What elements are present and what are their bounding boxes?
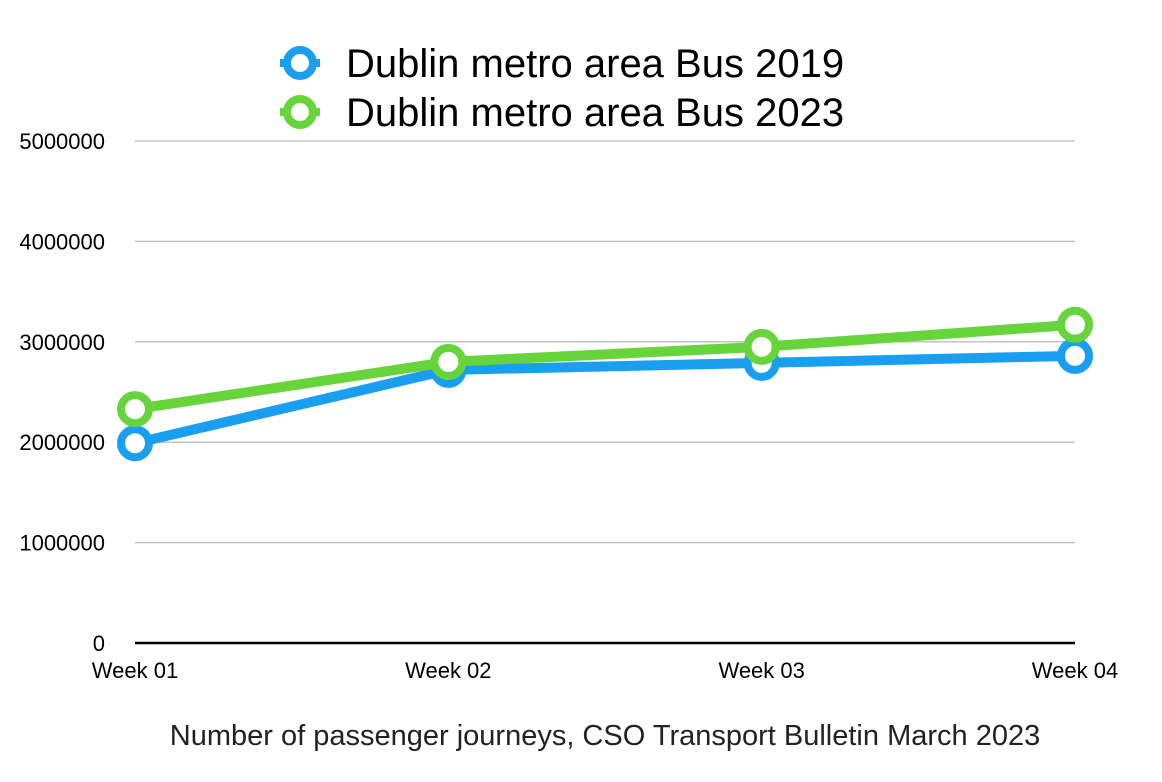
legend-label-2023: Dublin metro area Bus 2023 <box>346 91 844 135</box>
data-point <box>1057 337 1093 374</box>
series-layer <box>117 306 1093 462</box>
series-2023 <box>117 306 1093 428</box>
data-point <box>743 328 780 365</box>
legend-item-2023: Dublin metro area Bus 2023 <box>280 91 844 135</box>
y-tick-label: 2000000 <box>19 430 105 455</box>
data-point <box>430 343 467 380</box>
y-tick-label: 3000000 <box>19 330 105 355</box>
data-point <box>117 425 153 462</box>
data-point <box>1057 306 1093 343</box>
x-axis-tick-labels: Week 01 Week 02 Week 03 Week 04 <box>92 658 1118 683</box>
y-tick-label: 1000000 <box>19 531 105 556</box>
x-tick-label: Week 03 <box>718 658 804 683</box>
y-gridlines <box>135 140 1075 544</box>
series-line <box>130 319 1080 415</box>
legend-item-2019: Dublin metro area Bus 2019 <box>280 42 844 86</box>
legend-swatch-marker-2019 <box>283 46 317 80</box>
data-point <box>117 391 153 428</box>
y-tick-label: 4000000 <box>19 229 105 254</box>
legend: Dublin metro area Bus 2019 Dublin metro … <box>280 42 844 135</box>
y-axis-tick-labels: 0 1000000 2000000 3000000 4000000 5000000 <box>19 129 105 656</box>
x-tick-label: Week 04 <box>1032 658 1118 683</box>
series-line <box>130 350 1080 449</box>
legend-swatch-marker-2023 <box>283 95 317 129</box>
y-tick-label: 0 <box>93 631 105 656</box>
legend-label-2019: Dublin metro area Bus 2019 <box>346 42 844 86</box>
y-tick-label: 5000000 <box>19 129 105 154</box>
chart-caption: Number of passenger journeys, CSO Transp… <box>170 720 1040 752</box>
x-tick-label: Week 01 <box>92 658 178 683</box>
x-tick-label: Week 02 <box>405 658 491 683</box>
